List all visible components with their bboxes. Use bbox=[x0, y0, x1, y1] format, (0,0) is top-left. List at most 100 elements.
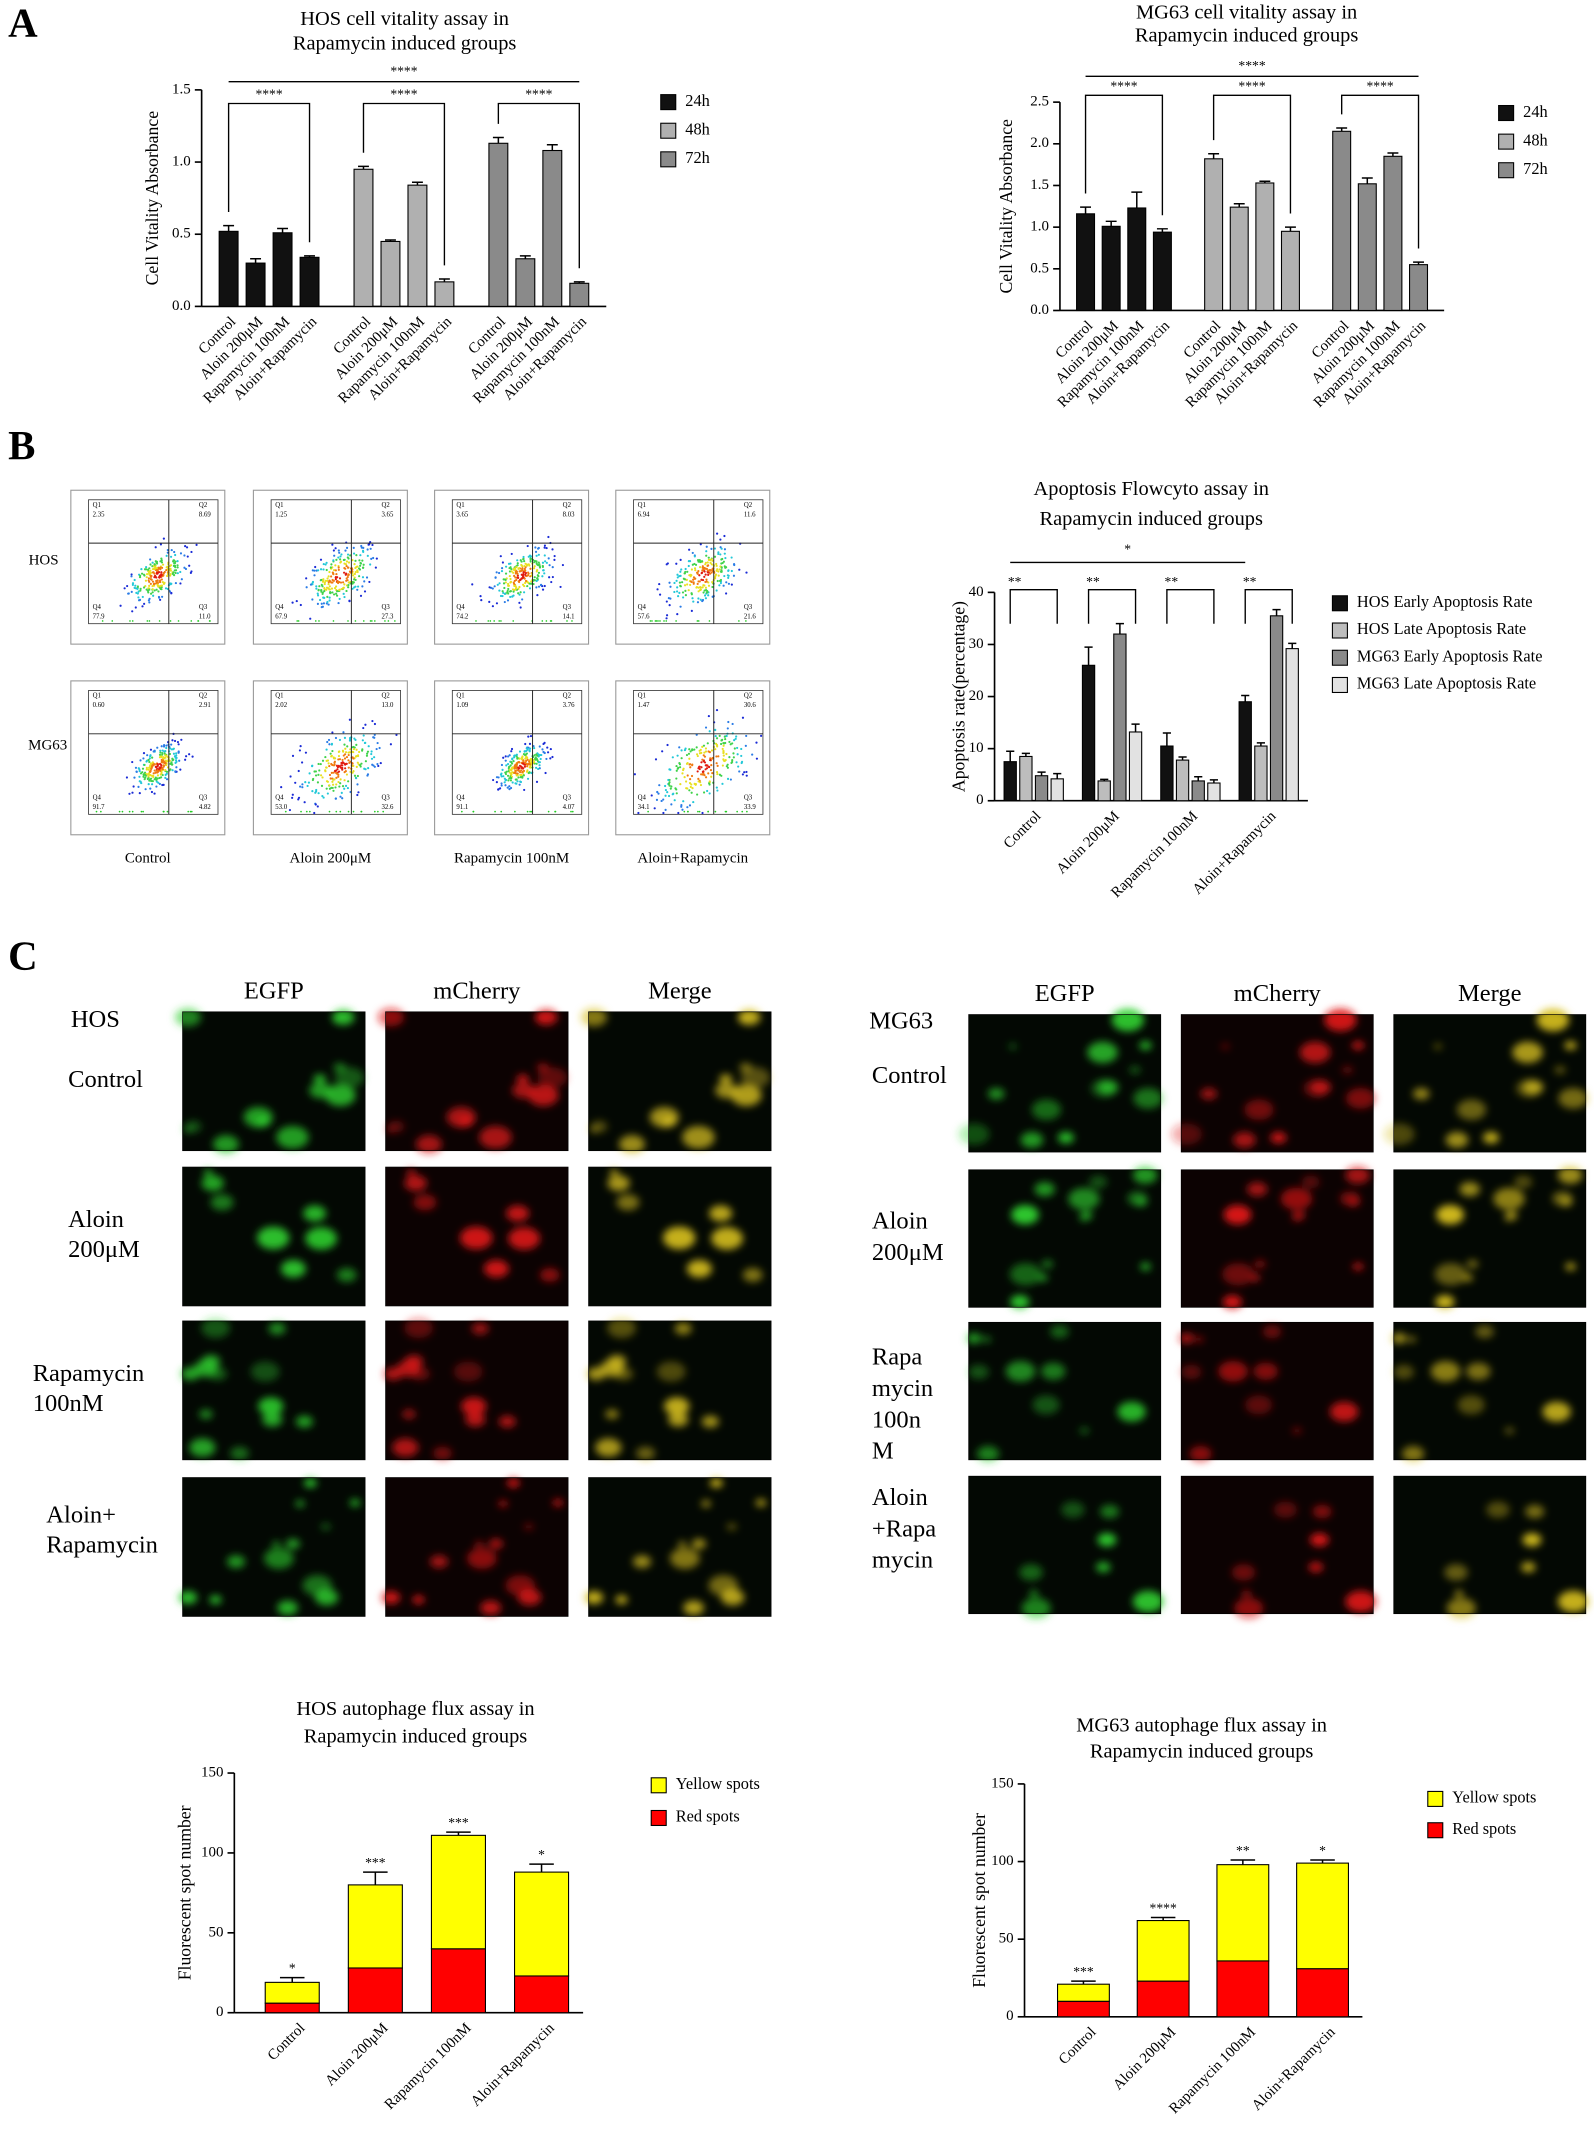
flow-dot bbox=[715, 737, 719, 740]
legend-swatch bbox=[660, 94, 677, 111]
flow-dot bbox=[351, 559, 354, 562]
flow-dot bbox=[370, 752, 373, 756]
cell bbox=[1087, 1041, 1118, 1064]
cell bbox=[1222, 1295, 1242, 1309]
flow-dot bbox=[536, 577, 539, 580]
flow-dot bbox=[349, 748, 352, 751]
quadrant-name: Q1 bbox=[275, 502, 283, 509]
chart-title: HOS autophage flux assay in bbox=[296, 1698, 534, 1720]
flow-dot bbox=[526, 810, 529, 813]
cell bbox=[212, 1135, 239, 1154]
flow-dot bbox=[704, 750, 708, 753]
flow-dot bbox=[723, 759, 726, 763]
cell bbox=[1244, 1099, 1274, 1120]
flow-dot bbox=[523, 591, 526, 594]
flow-dot bbox=[515, 765, 518, 768]
channel-header: mCherry bbox=[433, 977, 521, 1004]
flow-dot bbox=[335, 558, 338, 561]
flow-dot bbox=[316, 594, 320, 597]
flow-dot bbox=[324, 563, 327, 566]
flow-dot bbox=[526, 765, 529, 768]
flow-dot bbox=[153, 749, 156, 752]
flow-dot bbox=[334, 769, 338, 772]
quadrant-value: 2.02 bbox=[275, 702, 287, 709]
flow-dot bbox=[736, 810, 738, 813]
flow-dot bbox=[348, 736, 352, 740]
flow-frame bbox=[615, 680, 771, 836]
cell bbox=[1218, 1360, 1248, 1382]
flow-dot bbox=[509, 764, 512, 767]
cell bbox=[590, 1120, 608, 1133]
flow-dot bbox=[699, 783, 703, 787]
flow-dot bbox=[704, 561, 708, 564]
flow-dot bbox=[549, 620, 552, 622]
flow-dot bbox=[521, 771, 524, 774]
micrograph-bg bbox=[1181, 1014, 1374, 1153]
flow-dot bbox=[661, 750, 664, 753]
flow-dot bbox=[142, 573, 146, 576]
flow-dot bbox=[538, 565, 541, 568]
flow-dot bbox=[711, 756, 714, 760]
y-tick-label: 100 bbox=[201, 1844, 223, 1860]
flow-dot bbox=[668, 581, 671, 584]
cell bbox=[1459, 1182, 1480, 1197]
flow-dot bbox=[498, 589, 501, 592]
flow-dot bbox=[737, 765, 740, 768]
flow-dot bbox=[361, 576, 365, 579]
flow-dot bbox=[284, 810, 287, 813]
flow-dot bbox=[521, 776, 524, 779]
flow-dot bbox=[510, 552, 513, 556]
flow-dot bbox=[331, 571, 334, 574]
cell bbox=[719, 1074, 733, 1084]
bar bbox=[1113, 633, 1127, 802]
bar bbox=[569, 282, 590, 307]
flow-dot bbox=[95, 810, 98, 813]
flow-dot bbox=[685, 753, 689, 757]
flow-dot bbox=[159, 543, 163, 546]
flow-dot bbox=[314, 803, 317, 806]
flow-dot bbox=[317, 762, 320, 766]
flow-dot bbox=[755, 741, 758, 744]
flow-dot bbox=[128, 810, 131, 813]
flow-dot bbox=[537, 585, 541, 588]
flow-dot bbox=[678, 761, 681, 765]
flow-dot bbox=[151, 565, 154, 568]
cell bbox=[1456, 1099, 1487, 1120]
flow-dot bbox=[318, 769, 321, 772]
y-tick-label: 40 bbox=[969, 584, 984, 600]
flow-dot bbox=[508, 768, 511, 771]
y-axis-label: Fluorescent spot number bbox=[969, 1813, 989, 1988]
flow-dot bbox=[501, 590, 504, 593]
cell bbox=[535, 1009, 558, 1026]
cell bbox=[1345, 1166, 1370, 1184]
flow-dot bbox=[491, 587, 494, 590]
y-tick-label: 20 bbox=[969, 688, 984, 704]
flow-dot bbox=[698, 574, 701, 577]
micrograph bbox=[1171, 1008, 1376, 1153]
flow-dot bbox=[164, 769, 167, 772]
cell bbox=[607, 1175, 630, 1192]
flow-dot bbox=[675, 792, 678, 795]
flow-dot bbox=[536, 754, 539, 757]
flow-dot bbox=[731, 758, 734, 762]
flow-dot bbox=[688, 560, 692, 563]
flow-dot bbox=[161, 766, 164, 769]
flow-dot bbox=[509, 562, 512, 565]
flow-dot bbox=[732, 752, 735, 755]
flow-dot bbox=[138, 775, 141, 778]
flow-dot bbox=[325, 759, 328, 762]
flow-dot bbox=[745, 620, 747, 622]
quadrant-name: Q4 bbox=[456, 604, 465, 611]
flow-dot bbox=[149, 571, 152, 574]
flow-dot bbox=[679, 605, 682, 608]
flow-dot bbox=[694, 563, 698, 566]
significance-bracket bbox=[1244, 588, 1293, 624]
micrograph-cells bbox=[201, 1169, 357, 1282]
flow-dot bbox=[501, 594, 504, 598]
legend-swatch bbox=[1498, 133, 1515, 150]
flow-dot bbox=[159, 751, 162, 754]
quadrant-value: 27.3 bbox=[381, 613, 393, 620]
flow-dot bbox=[145, 573, 149, 576]
flow-dot bbox=[378, 746, 381, 750]
flow-dot bbox=[668, 604, 671, 607]
